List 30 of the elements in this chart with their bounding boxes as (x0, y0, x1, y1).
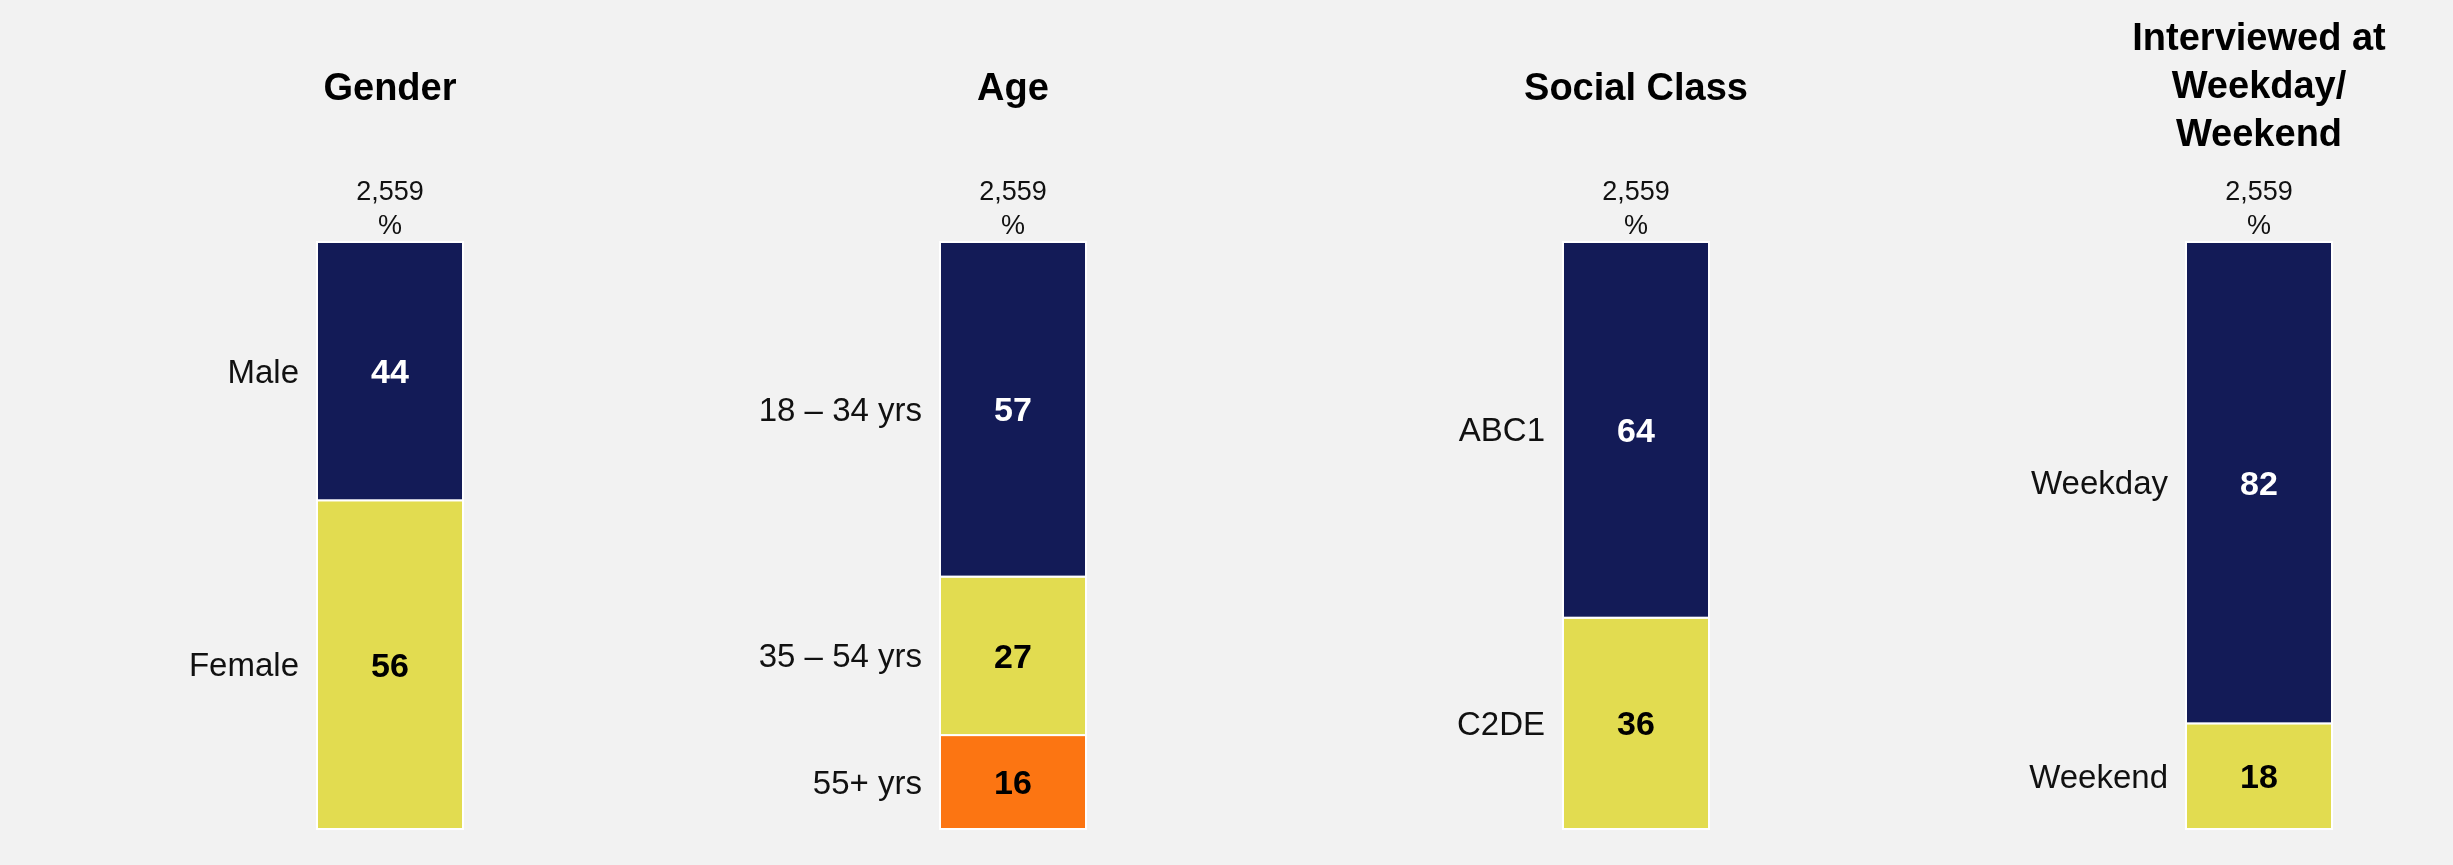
data-label: 16 (994, 762, 1032, 801)
series-label: Female (188, 646, 299, 684)
data-label: 27 (994, 636, 1032, 675)
text: % (1623, 210, 1649, 240)
data-label: 64 (1617, 410, 1655, 449)
text: 2,559 (979, 176, 1047, 206)
series-label: ABC1 (1458, 411, 1545, 449)
series-label: Male (227, 352, 299, 390)
data-label: 44 (371, 352, 409, 391)
text: % (1000, 210, 1026, 240)
data-label: 56 (371, 645, 409, 684)
series-label: 18 – 34 yrs (758, 390, 922, 428)
chart-title: Age (977, 66, 1049, 108)
text: 2,559 (1602, 176, 1670, 206)
chart-title: Interviewed at Weekday/ Weekend (2132, 16, 2387, 154)
data-label: 36 (1617, 704, 1655, 743)
series-label: Weekday (2031, 464, 2169, 502)
data-label: 82 (2240, 463, 2278, 502)
text: 2,559 (2225, 176, 2293, 206)
series-label: Weekend (2029, 757, 2168, 795)
chart-title: Gender (323, 66, 457, 108)
text: % (2246, 210, 2272, 240)
text: 2,559 (356, 176, 424, 206)
series-label: 35 – 54 yrs (758, 637, 922, 675)
data-label: 18 (2240, 757, 2278, 796)
series-label: C2DE (1456, 704, 1545, 742)
text: % (377, 210, 403, 240)
series-label: 55+ yrs (812, 763, 922, 801)
data-label: 57 (994, 390, 1032, 429)
chart-title: Social Class (1524, 66, 1748, 108)
